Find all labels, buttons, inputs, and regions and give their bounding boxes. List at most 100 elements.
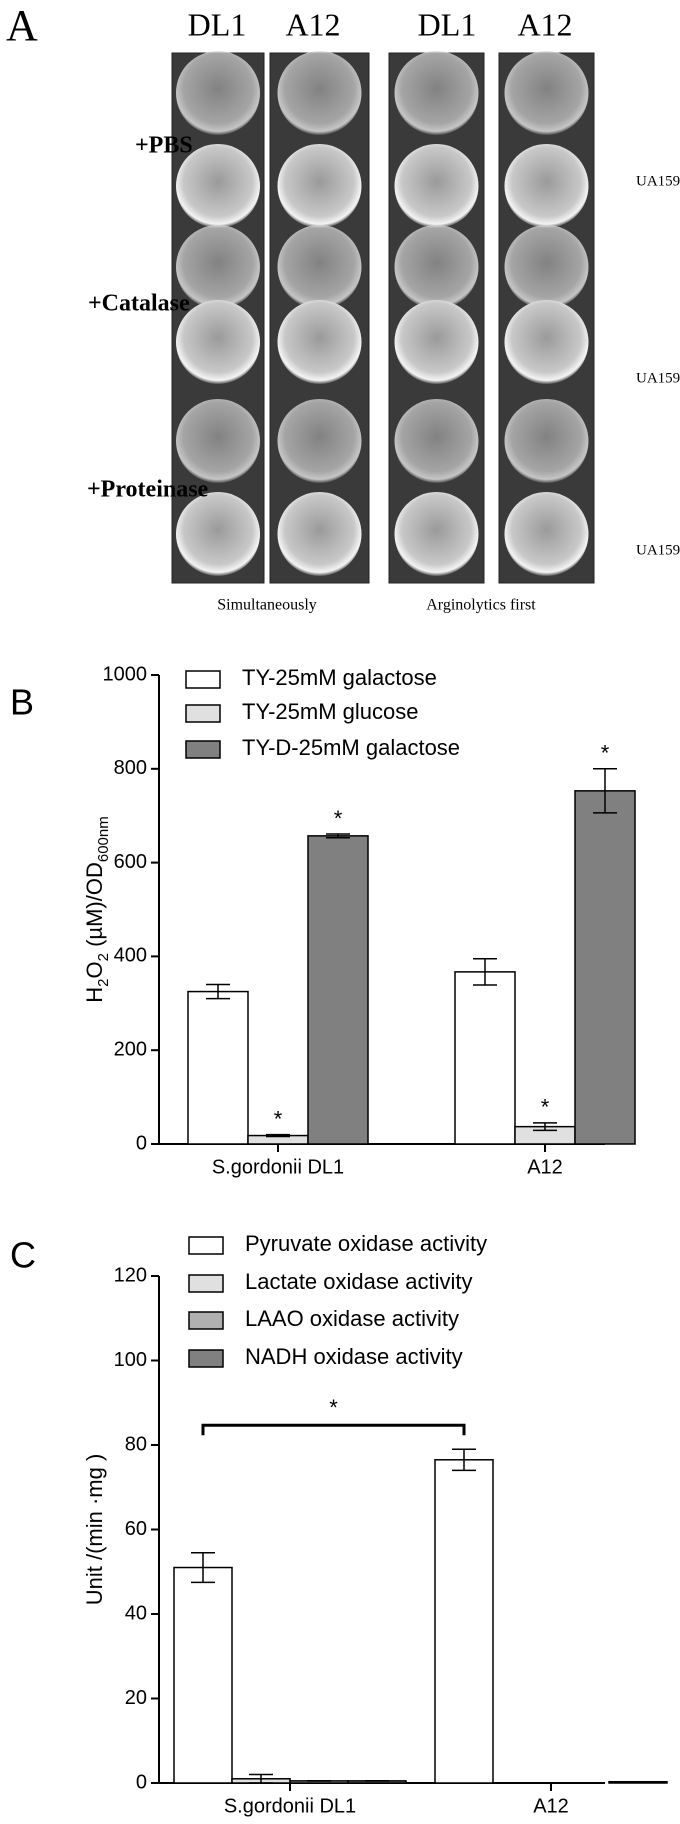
- y-tick-label: 1000: [103, 663, 148, 685]
- y-axis-label: Unit /(min ·mg ): [82, 1454, 107, 1606]
- significance-mark: *: [329, 1395, 338, 1420]
- legend-swatch: [185, 740, 221, 759]
- group-label: Simultaneously: [217, 597, 317, 614]
- plate-well: [277, 51, 362, 135]
- plate-well: [504, 144, 589, 228]
- plate-well: [394, 300, 479, 384]
- error-bar: [326, 833, 350, 839]
- legend-label: TY-25mM glucose: [242, 699, 418, 724]
- y-label-part: 2: [95, 953, 112, 961]
- significance-mark: *: [541, 1095, 550, 1120]
- row-label: +PBS: [135, 133, 193, 159]
- plate-well: [394, 492, 479, 576]
- error-bar: [206, 983, 230, 1000]
- bar: [307, 835, 369, 1145]
- plate-well: [394, 51, 479, 135]
- error-bar: [191, 1551, 215, 1584]
- y-tick-label: 100: [114, 1349, 147, 1371]
- y-label-part: (µM)/OD: [82, 862, 107, 953]
- error-bar: [533, 1122, 557, 1132]
- legend-swatch: [188, 1236, 224, 1255]
- error-bar: [593, 768, 617, 814]
- x-tick-label: S.gordonii DL1: [224, 1795, 356, 1817]
- legend-label: TY-D-25mM galactose: [242, 735, 460, 760]
- plate-well: [277, 225, 362, 309]
- error-bar: [452, 1448, 476, 1472]
- plate-well: [394, 399, 479, 483]
- group-label: Arginolytics first: [426, 597, 536, 614]
- legend-label: NADH oxidase activity: [245, 1344, 463, 1369]
- plate-well: [277, 399, 362, 483]
- bar: [574, 790, 636, 1145]
- bar: [454, 971, 516, 1145]
- plate-well: [504, 51, 589, 135]
- y-tick-label: 800: [114, 757, 147, 779]
- plate-well: [176, 225, 260, 309]
- legend-label: Pyruvate oxidase activity: [245, 1231, 487, 1256]
- y-tick-label: 40: [125, 1602, 147, 1624]
- plate-well: [176, 51, 260, 135]
- significance-mark: *: [274, 1106, 283, 1131]
- y-tick-label: 600: [114, 851, 147, 873]
- legend-label: TY-25mM galactose: [242, 665, 437, 690]
- y-tick-label: 200: [114, 1038, 147, 1060]
- y-tick-label: 60: [125, 1518, 147, 1540]
- column-header: DL1: [188, 6, 247, 42]
- legend-swatch: [185, 704, 221, 723]
- plate-well: [176, 144, 260, 228]
- panel-label: C: [10, 1235, 36, 1276]
- side-label: UA159: [636, 173, 680, 189]
- plate-well: [277, 300, 362, 384]
- error-bar: [473, 957, 497, 986]
- significance-mark: *: [601, 741, 610, 766]
- plate-well: [176, 492, 260, 576]
- plate-well: [176, 300, 260, 384]
- significance-bracket: [201, 1423, 466, 1436]
- panel-label: A: [6, 1, 38, 50]
- row-label: +Catalase: [88, 291, 190, 317]
- bar: [187, 990, 249, 1145]
- side-label: UA159: [636, 542, 680, 558]
- bar: [434, 1459, 494, 1784]
- legend-label: LAAO oxidase activity: [245, 1306, 459, 1331]
- y-label-part: O: [82, 961, 107, 978]
- plate-well: [504, 492, 589, 576]
- plate-well: [504, 399, 589, 483]
- plate-well: [394, 144, 479, 228]
- x-tick-label: S.gordonii DL1: [212, 1156, 344, 1178]
- y-tick-label: 0: [136, 1132, 147, 1154]
- column-header: A12: [285, 6, 340, 42]
- y-label-part: H: [82, 987, 107, 1003]
- plate-well: [504, 300, 589, 384]
- error-bar: [266, 1133, 290, 1138]
- plate-well: [277, 492, 362, 576]
- legend-swatch: [188, 1311, 224, 1330]
- legend-label: Lactate oxidase activity: [245, 1269, 472, 1294]
- plate-well: [176, 399, 260, 483]
- column-header: DL1: [418, 6, 477, 42]
- x-tick-label: A12: [527, 1156, 563, 1178]
- legend-swatch: [188, 1349, 224, 1368]
- error-bar: [249, 1773, 273, 1784]
- y-label-part: Unit /(min ·mg ): [82, 1454, 107, 1606]
- plate-well: [277, 144, 362, 228]
- y-tick-label: 120: [114, 1264, 147, 1286]
- row-label: +Proteinase: [87, 477, 209, 503]
- y-axis-label: H2O2 (µM)/OD600nm: [82, 816, 113, 1002]
- significance-mark: *: [334, 806, 343, 831]
- y-label-part: 2: [95, 979, 112, 987]
- y-tick-label: 80: [125, 1433, 147, 1455]
- plate-well: [504, 225, 589, 309]
- x-tick-label: A12: [533, 1795, 569, 1817]
- y-tick-label: 20: [125, 1687, 147, 1709]
- bar: [173, 1566, 233, 1784]
- panel-label: B: [10, 682, 34, 723]
- y-label-part: 600nm: [95, 816, 112, 862]
- legend-swatch: [185, 670, 221, 689]
- column-header: A12: [517, 6, 572, 42]
- plate-well: [394, 225, 479, 309]
- side-label: UA159: [636, 370, 680, 386]
- panel-a: A: [6, 1, 38, 50]
- y-tick-label: 400: [114, 945, 147, 967]
